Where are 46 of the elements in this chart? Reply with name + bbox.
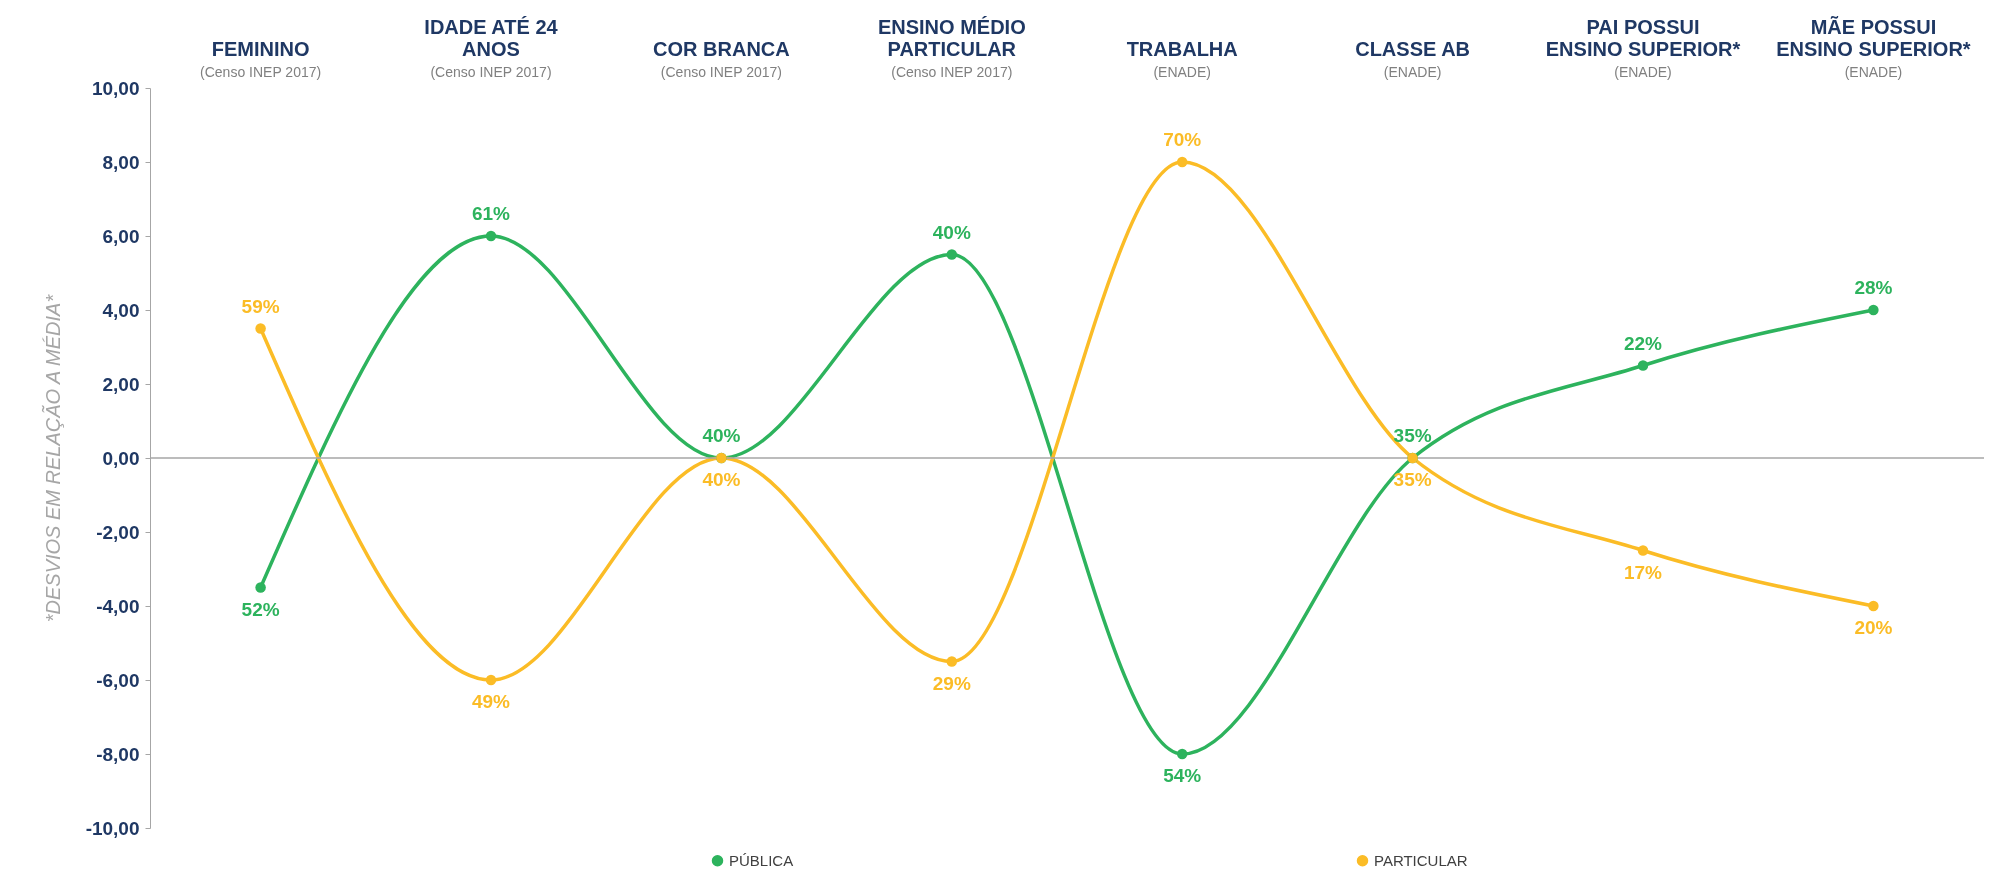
annotation: 40% [702,425,741,446]
x-tick-label: MÃE POSSUI ENSINO SUPERIOR* [1776,16,1971,60]
x-tick-label: TRABALHA [1126,38,1238,60]
text: (ENADE) [1614,64,1672,80]
text: (Censo INEP 2017) [430,64,552,80]
annotation: 52% [241,598,280,620]
y-tick-label: 10,00 [91,77,140,99]
annotation: 49% [471,691,511,712]
text: (Censo INEP 2017) [891,64,1013,80]
annotation: 35% [1393,425,1432,446]
annotation: 20% [1854,617,1893,638]
annotation: 22% [1623,332,1663,354]
y-tick-label: -8,00 [96,743,140,765]
annotation: 59% [241,295,280,317]
legend-label: PÚBLICA [729,851,794,869]
y-tick-label: 6,00 [102,225,140,247]
x-tick-label: FEMININO [211,38,310,60]
annotation: 29% [932,672,971,694]
text: (ENADE) [1383,64,1442,80]
annotation: 70% [1163,129,1202,150]
x-tick-label: CLASSE AB [1355,38,1471,60]
y-tick-label: 2,00 [102,373,140,395]
x-tick-label: ENSINO MÉDIO PARTICULAR [877,16,1026,60]
y-tick-label: 0,00 [102,447,140,469]
x-tick-label: PAI POSSUI ENSINO SUPERIOR* [1545,16,1741,60]
y-tick-label: -10,00 [85,817,140,839]
annotation: 28% [1854,277,1893,298]
text: (ENADE) [1153,64,1211,80]
text: (Censo INEP 2017) [200,64,322,80]
annotation: 35% [1393,469,1432,490]
y-tick-label: 4,00 [102,299,140,321]
y-tick-label: -2,00 [96,521,140,543]
x-tick-label: IDADE ATÉ 24 ANOS [424,16,559,60]
y-tick-label: -4,00 [96,595,140,617]
legend-label: PARTICULAR [1374,851,1468,869]
y-axis-title: *DESVIOS EM RELAÇÃO A MÉDIA* [40,293,64,623]
x-tick-label: COR BRANCA [653,38,790,60]
annotation: 61% [471,203,511,224]
annotation: 40% [932,221,971,243]
y-tick-label: 8,00 [102,151,140,173]
text: (Censo INEP 2017) [660,64,782,80]
y-tick-label: -6,00 [96,669,140,691]
annotation: 40% [702,469,741,490]
annotation: 54% [1163,765,1202,786]
annotation: 17% [1623,561,1663,583]
text: (ENADE) [1844,64,1903,80]
